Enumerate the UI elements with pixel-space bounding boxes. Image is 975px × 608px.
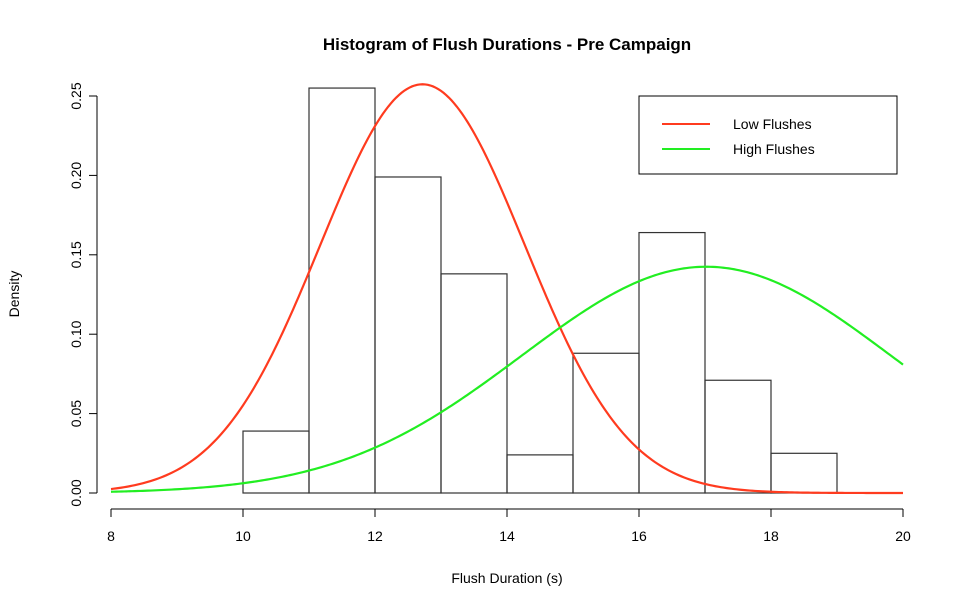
x-axis: 8 10 12 14 16 18 20 (107, 508, 911, 544)
histogram-bar (308, 87, 376, 494)
x-tick-label: 20 (895, 528, 911, 544)
y-tick-label: 0.00 (68, 479, 84, 506)
density-curve-low-flushes (110, 83, 903, 495)
legend-box (638, 95, 898, 175)
y-tick-label: 0.25 (68, 82, 84, 109)
chart-title: Histogram of Flush Durations - Pre Campa… (323, 35, 691, 54)
histogram-bars (242, 87, 838, 494)
y-axis: 0.00 0.05 0.10 0.15 0.20 0.25 (68, 82, 98, 507)
x-axis-label: Flush Duration (s) (451, 570, 562, 586)
histogram-bar (638, 231, 706, 494)
histogram-bar (242, 430, 310, 494)
y-tick-label: 0.20 (68, 162, 84, 189)
density-curve-high-flushes (110, 265, 904, 493)
y-axis-label: Density (6, 271, 22, 318)
x-tick-label: 18 (763, 528, 779, 544)
y-tick-label: 0.10 (68, 320, 84, 347)
x-tick-label: 10 (235, 528, 251, 544)
histogram-bar (770, 452, 838, 494)
histogram-bar (506, 454, 574, 494)
density-curves (110, 83, 904, 495)
histogram-bar (374, 176, 442, 494)
x-tick-label: 14 (499, 528, 515, 544)
histogram-bar (704, 379, 772, 494)
y-tick-label: 0.05 (68, 400, 84, 427)
legend-label-high-flushes: High Flushes (733, 141, 815, 157)
y-tick-label: 0.15 (68, 241, 84, 268)
legend-label-low-flushes: Low Flushes (733, 116, 812, 132)
x-tick-label: 16 (631, 528, 647, 544)
x-tick-label: 8 (107, 528, 115, 544)
x-tick-label: 12 (367, 528, 383, 544)
histogram-bar (440, 273, 508, 494)
legend: Low Flushes High Flushes (638, 95, 898, 175)
